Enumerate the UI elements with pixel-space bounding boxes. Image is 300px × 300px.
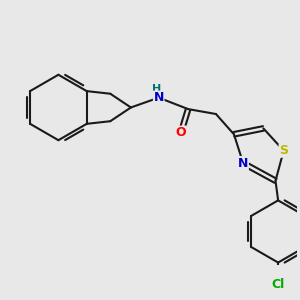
Text: N: N xyxy=(154,91,164,104)
Text: H: H xyxy=(152,85,162,94)
Text: S: S xyxy=(279,144,288,157)
Text: O: O xyxy=(176,126,186,139)
Text: Cl: Cl xyxy=(272,278,285,291)
Text: N: N xyxy=(238,157,248,169)
